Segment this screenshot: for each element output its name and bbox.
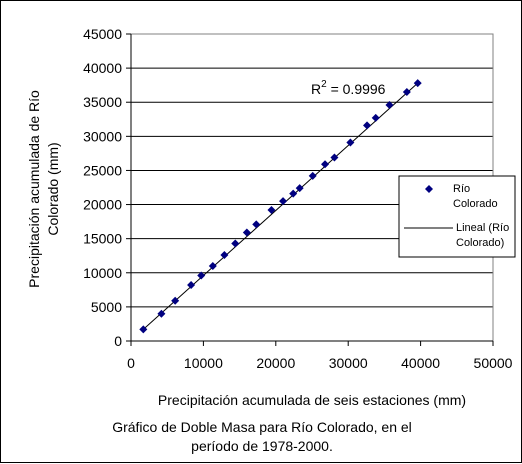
data-points [139, 79, 422, 334]
data-point [295, 184, 304, 193]
data-point [187, 281, 196, 290]
caption-line-1: Gráfico de Doble Masa para Río Colorado,… [112, 419, 412, 435]
x-tick-label: 30000 [329, 355, 368, 371]
x-tick-label: 10000 [184, 355, 223, 371]
x-tick-label: 50000 [474, 355, 513, 371]
data-point [197, 271, 206, 280]
data-point [242, 228, 251, 237]
y-tick-label: 20000 [83, 197, 122, 213]
x-tick-label: 0 [127, 355, 135, 371]
data-point [208, 261, 217, 270]
trendline-layer [142, 82, 419, 330]
r-squared-annotation: R2 = 0.9996 [311, 79, 386, 97]
grid-layer [131, 33, 493, 308]
x-tick-label: 40000 [401, 355, 440, 371]
y-axis-title-line1: Precipitación acumulada de Río [26, 90, 42, 288]
data-point [279, 197, 288, 206]
data-point [363, 121, 372, 130]
x-tick-label: 20000 [256, 355, 295, 371]
data-point [252, 220, 261, 229]
legend-label-series-line2: Colorado [453, 198, 498, 210]
data-point [231, 239, 240, 248]
data-point [308, 171, 317, 180]
data-point [330, 153, 339, 162]
data-point [413, 79, 422, 88]
caption-line-2: período de 1978-2000. [191, 438, 333, 454]
x-axis-title: Precipitación acumulada de seis estacion… [158, 392, 466, 408]
data-point [157, 309, 166, 318]
legend-diamond-marker [425, 185, 433, 193]
y-tick-label: 40000 [83, 60, 122, 76]
y-tick-label: 0 [114, 333, 122, 349]
legend-border [398, 175, 516, 258]
y-tick-label: 45000 [83, 26, 122, 42]
legend-label-trend-line1: Lineal (Río [456, 222, 509, 234]
y-tick-label: 15000 [83, 231, 122, 247]
y-tick-label: 10000 [83, 265, 122, 281]
y-tick-label: 30000 [83, 128, 122, 144]
data-point [346, 138, 355, 147]
y-tick-label: 5000 [91, 299, 122, 315]
data-point [289, 189, 298, 198]
data-point [171, 296, 180, 305]
data-point [220, 251, 229, 260]
data-point [321, 160, 330, 169]
legend-label-series-line1: Río [453, 183, 470, 195]
y-axis-title-line2: Colorado (mm) [45, 142, 61, 235]
data-point [385, 100, 394, 109]
y-tick-label: 25000 [83, 162, 122, 178]
data-point [402, 87, 411, 96]
data-point [139, 325, 148, 334]
y-tick-label: 35000 [83, 94, 122, 110]
axis-layer: 0 5000 10000 15000 20000 25000 30000 35000 40000… [83, 26, 513, 371]
data-point [371, 113, 380, 122]
legend: Río Colorado Lineal (Río Colorado) [398, 175, 516, 258]
data-point [267, 206, 276, 215]
trendline [142, 82, 419, 330]
legend-label-trend-line2: Colorado) [456, 237, 504, 249]
